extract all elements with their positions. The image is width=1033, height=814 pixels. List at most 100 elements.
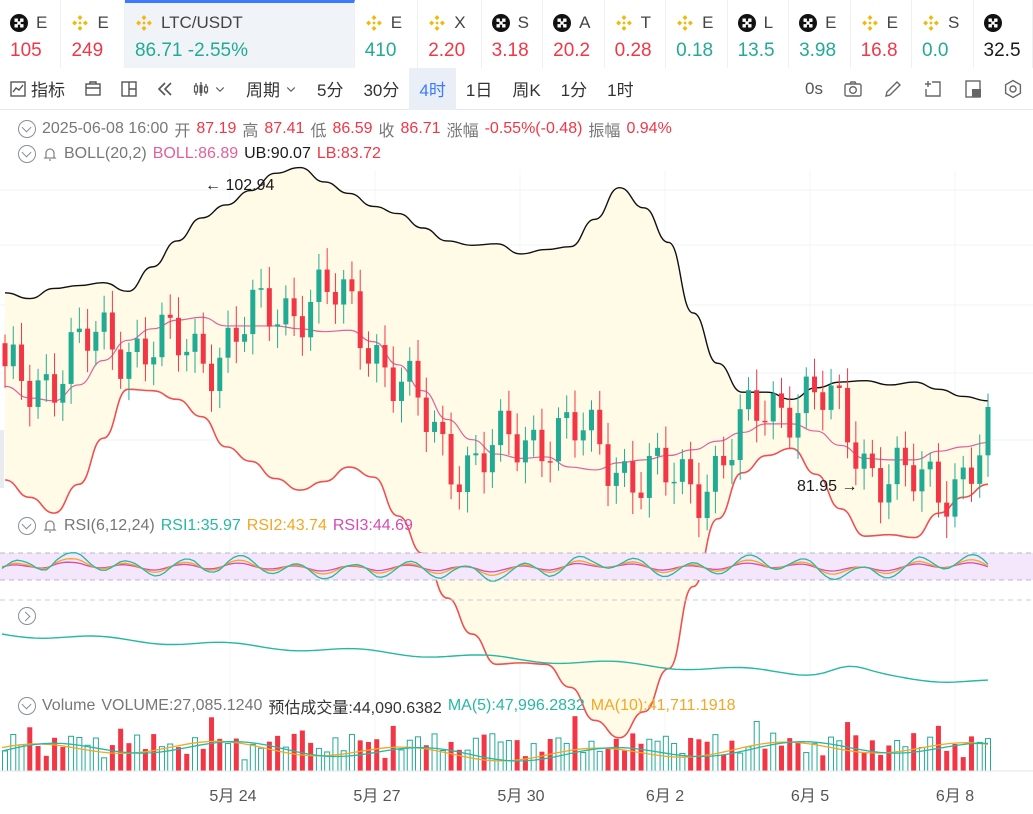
volume-bar — [184, 753, 190, 771]
volume-bar — [770, 732, 777, 772]
volume-bar — [613, 738, 619, 771]
template-button[interactable] — [75, 68, 111, 110]
volume-bar — [563, 742, 570, 772]
rewind-icon — [157, 81, 172, 96]
symbol-tab[interactable]: E 16.8 — [851, 0, 913, 68]
symbol-tab[interactable]: E 0.18 — [666, 0, 728, 68]
candle-body — [465, 455, 471, 493]
volume-bar — [828, 736, 835, 772]
symbol-tab[interactable]: S 0.0 — [912, 0, 974, 68]
volume-bar — [109, 745, 115, 771]
symbol-tab[interactable]: E 410 — [355, 0, 419, 68]
candle-body — [927, 461, 933, 470]
symbol-tab[interactable]: S 3.18 — [482, 0, 544, 68]
volume-bar — [225, 743, 232, 772]
left-drag-handle[interactable] — [0, 430, 4, 488]
symbol-tab[interactable]: E 105 — [0, 0, 62, 68]
candle-body — [902, 447, 908, 466]
x-axis-label: 5月 24 — [209, 788, 256, 805]
tab-price: 0.18 — [676, 40, 714, 61]
volume-bar — [845, 722, 851, 771]
volume-bar — [439, 749, 446, 772]
symbol-tab[interactable]: T 0.28 — [605, 0, 667, 68]
tab-symbol: X — [454, 13, 466, 32]
candle-body — [803, 376, 809, 414]
screenshot-button[interactable] — [833, 68, 873, 110]
volume-bar — [721, 754, 727, 771]
settings-button[interactable] — [993, 68, 1033, 110]
binance-icon — [861, 15, 878, 31]
collapse-chevron-icon[interactable] — [18, 517, 36, 535]
volume-bar — [175, 747, 181, 771]
volume-bar — [365, 741, 371, 771]
x-axis-label: 6月 8 — [936, 788, 974, 805]
candle-body — [646, 455, 652, 498]
interval-tab[interactable]: 周K — [512, 81, 541, 100]
candle-body — [564, 412, 570, 419]
tab-symbol: E — [702, 13, 714, 32]
volume-bar — [638, 743, 644, 771]
template-icon — [85, 80, 101, 96]
bell-icon[interactable] — [42, 146, 58, 162]
volume-bar — [2, 750, 8, 772]
interval-tab[interactable]: 5分 — [317, 81, 344, 100]
candle-body — [118, 349, 124, 379]
volume-bar — [596, 750, 603, 772]
chart-type-button[interactable] — [183, 68, 236, 110]
volume-bar — [249, 743, 256, 772]
collapse-chevron-icon[interactable] — [18, 145, 36, 163]
tab-symbol: E — [36, 13, 48, 32]
bell-icon[interactable] — [42, 518, 58, 534]
candle-body — [266, 288, 272, 327]
chevron-down-icon — [286, 86, 296, 92]
period-dropdown[interactable]: 周期 — [236, 68, 307, 110]
tab-price: 0.0 — [922, 40, 949, 61]
candle-body — [200, 333, 206, 364]
volume-bar — [745, 746, 752, 772]
draw-button[interactable] — [873, 68, 913, 110]
snapshot-button[interactable] — [953, 68, 993, 110]
interval-tab[interactable]: 30分 — [363, 81, 400, 100]
volume-bar — [944, 750, 950, 771]
expand-chevron-icon[interactable] — [18, 607, 36, 625]
collapse-chevron-icon[interactable] — [18, 120, 36, 138]
tab-symbol: S — [517, 13, 529, 32]
layout-button[interactable] — [111, 68, 147, 110]
volume-bar — [547, 739, 553, 771]
volume-bar — [448, 741, 454, 771]
symbol-tab[interactable]: E 3.98 — [789, 0, 851, 68]
x-axis-label: 5月 30 — [497, 788, 544, 805]
symbol-tab[interactable]: L 13.5 — [728, 0, 790, 68]
volume-bar — [886, 745, 892, 771]
volume-bar — [52, 737, 58, 771]
symbol-tab[interactable]: X 2.20 — [418, 0, 482, 68]
candle-body — [638, 492, 644, 498]
volume-bar — [968, 736, 974, 771]
add-alert-button[interactable] — [913, 68, 953, 110]
candle-body — [159, 314, 165, 358]
indicator-button[interactable]: 指标 — [0, 68, 75, 110]
volume-bar — [696, 739, 702, 771]
symbol-tab[interactable]: A 20.2 — [543, 0, 605, 68]
candle-body — [35, 380, 41, 407]
candle-body — [795, 413, 801, 438]
interval-tab[interactable]: 1日 — [465, 81, 493, 100]
symbol-tab[interactable]: LTC/USDT 86.71 -2.55% — [124, 0, 355, 68]
volume-bar — [92, 737, 99, 772]
replay-button[interactable] — [147, 68, 183, 110]
volume-bar — [952, 744, 958, 771]
interval-tab[interactable]: 1时 — [607, 81, 634, 100]
volume-bar — [630, 733, 636, 771]
collapse-chevron-icon[interactable] — [18, 697, 36, 715]
symbol-tab[interactable]: 32.5 — [974, 0, 1033, 68]
symbol-tab[interactable]: E 249 — [61, 0, 125, 68]
candle-body — [184, 351, 190, 356]
volume-bar — [151, 734, 157, 771]
interval-tab[interactable]: 4时 — [409, 67, 456, 110]
interval-tab[interactable]: 1分 — [560, 81, 588, 100]
candle-body — [531, 429, 537, 441]
macd-legend — [18, 607, 36, 625]
volume-bar — [43, 755, 49, 771]
countdown-value: 0s — [805, 79, 823, 98]
gear-icon — [1004, 79, 1022, 99]
